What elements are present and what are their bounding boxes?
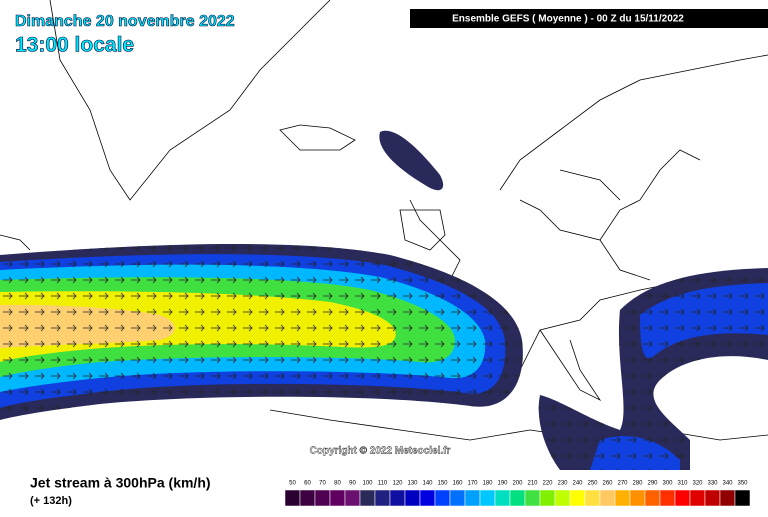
colorbar-tick-label: 190 — [497, 481, 508, 487]
colorbar-tick-label: 230 — [557, 481, 568, 487]
color-swatch — [314, 489, 331, 507]
color-swatch — [404, 489, 421, 507]
colorbar-tick-label: 170 — [467, 481, 478, 487]
date-title: Dimanche 20 novembre 2022 — [15, 13, 235, 30]
color-swatch — [629, 489, 646, 507]
colorbar-tick-label: 90 — [349, 481, 356, 487]
header: Ensemble GEFS ( Moyenne ) - 00 Z du 15/1… — [452, 14, 684, 25]
copyright: Copyright © 2022 Meteociel.fr — [310, 446, 451, 457]
colorbar-tick-label: 140 — [422, 481, 433, 487]
colorbar-tick-label: 310 — [677, 481, 688, 487]
color-swatch — [284, 489, 301, 507]
forecast-hour: (+ 132h) — [30, 495, 72, 507]
colorbar-tick-label: 340 — [722, 481, 733, 487]
color-swatch — [524, 489, 541, 507]
colorbar-tick-label: 280 — [632, 481, 643, 487]
time-title: 13:00 locale — [15, 34, 134, 57]
colorbar-tick-label: 150 — [437, 481, 448, 487]
colorbar-tick-label: 320 — [692, 481, 703, 487]
colorbar-tick-label: 110 — [378, 481, 388, 487]
color-swatch — [719, 489, 736, 507]
colorbar-tick-label: 50 — [289, 481, 296, 487]
coastlines — [0, 0, 768, 441]
color-swatch — [464, 489, 481, 507]
colorbar-tick-label: 250 — [587, 481, 598, 487]
colorbar-tick-label: 70 — [319, 481, 326, 487]
color-swatch — [299, 489, 316, 507]
color-swatch — [569, 489, 586, 507]
color-swatch — [434, 489, 451, 507]
color-swatch — [599, 489, 616, 507]
colorbar-tick-label: 80 — [334, 481, 341, 487]
color-swatch — [344, 489, 361, 507]
colorbar-tick-label: 220 — [542, 481, 553, 487]
colorbar-tick-label: 200 — [512, 481, 523, 487]
color-swatch — [584, 489, 601, 507]
color-swatch — [374, 489, 391, 507]
colorbar-tick-label: 210 — [527, 481, 538, 487]
colorbar-tick-label: 130 — [407, 481, 418, 487]
colorbar-tick-label: 330 — [707, 481, 718, 487]
colorbar-tick-label: 240 — [572, 481, 583, 487]
colorbar-tick-label: 100 — [362, 481, 373, 487]
legend-title: Jet stream à 300hPa (km/h) — [30, 475, 211, 491]
colorbar-tick-label: 300 — [662, 481, 673, 487]
color-swatch — [674, 489, 691, 507]
colorbar-tick-label: 350 — [737, 481, 748, 487]
color-swatch — [539, 489, 556, 507]
colorbar-tick-label: 160 — [452, 481, 463, 487]
colorbar-tick-label: 270 — [617, 481, 628, 487]
color-swatch — [614, 489, 631, 507]
colorbar-tick-label: 260 — [602, 481, 613, 487]
color-swatch — [689, 489, 706, 507]
colorbar-tick-label: 290 — [647, 481, 658, 487]
colorbar-tick-label: 180 — [482, 481, 493, 487]
color-swatch — [554, 489, 571, 507]
color-swatch — [509, 489, 526, 507]
header-box — [410, 9, 768, 28]
color-swatch — [644, 489, 661, 507]
colorbar-tick-label: 60 — [304, 481, 311, 487]
color-swatch — [659, 489, 676, 507]
color-swatch — [479, 489, 496, 507]
colorbar-tick-label: 120 — [392, 481, 403, 487]
jet-stream — [0, 130, 768, 470]
color-swatch — [359, 489, 376, 507]
color-swatch — [494, 489, 511, 507]
color-swatch — [419, 489, 436, 507]
color-swatch — [329, 489, 346, 507]
color-swatch — [704, 489, 721, 507]
color-swatch — [389, 489, 406, 507]
color-swatch — [734, 489, 751, 507]
color-swatch — [449, 489, 466, 507]
colorbar: 50 60 70 80 90 100 110 120 130 140 150 160 170 180 190… — [284, 481, 751, 507]
